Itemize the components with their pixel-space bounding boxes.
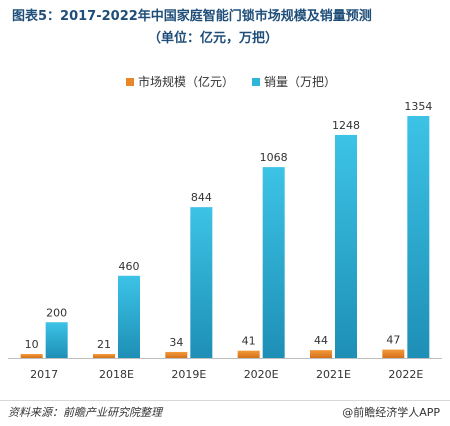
- title-line-2: （单位：亿元，万把）: [148, 31, 279, 46]
- legend-label-market: 市场规模（亿元）: [138, 75, 235, 89]
- bar-market-2019E: [165, 351, 188, 358]
- x-tick-2019E: 2019E: [171, 368, 206, 381]
- x-tick-2021E: 2021E: [316, 368, 351, 381]
- bar-sales-2017: [45, 322, 68, 358]
- label-sales-2017: 200: [46, 306, 67, 319]
- legend-item-market: 市场规模（亿元）: [126, 73, 234, 90]
- legend-item-sales: 销量（万把）: [252, 73, 336, 90]
- footer: 资料来源：前瞻产业研究院整理 @前瞻经济学人APP: [0, 400, 450, 421]
- label-sales-2020E: 1068: [260, 151, 288, 164]
- label-market-2020E: 41: [242, 335, 256, 348]
- bar-sales-2021E: [335, 134, 357, 358]
- x-tick-2017: 2017: [30, 368, 58, 381]
- label-sales-2018E: 460: [119, 260, 140, 273]
- label-sales-2021E: 1248: [332, 119, 360, 132]
- legend-label-sales: 销量（万把）: [264, 75, 337, 89]
- bar-market-2021E: [310, 350, 332, 358]
- legend-swatch-sales: [252, 77, 261, 86]
- bar-market-2017: [20, 354, 43, 358]
- bar-chart: 10 200 2017 21 460 2018E 34 844 2019E 41 1068 2020E…: [8, 100, 442, 381]
- legend-swatch-market: [126, 77, 134, 86]
- bar-sales-2018E: [118, 275, 140, 358]
- chart-title: 图表5：2017-2022年中国家庭智能门锁市场规模及销量预测 （单位：亿元，万…: [0, 6, 450, 50]
- bar-market-2020E: [237, 350, 260, 358]
- bar-sales-2022E: [407, 116, 430, 358]
- label-market-2022E: 47: [386, 334, 400, 347]
- label-market-2019E: 34: [169, 336, 183, 349]
- title-line-1: 图表5：2017-2022年中国家庭智能门锁市场规模及销量预测: [12, 9, 372, 24]
- source-note: 资料来源：前瞻产业研究院整理: [8, 406, 162, 419]
- bar-market-2022E: [382, 349, 405, 358]
- brand-credit: @前瞻经济学人APP: [342, 406, 440, 419]
- label-market-2021E: 44: [314, 334, 328, 347]
- x-tick-2020E: 2020E: [244, 368, 279, 381]
- bar-sales-2020E: [262, 167, 285, 358]
- legend: 市场规模（亿元） 销量（万把）: [126, 73, 336, 90]
- label-sales-2019E: 844: [191, 191, 212, 204]
- label-market-2017: 10: [25, 338, 39, 351]
- x-tick-2022E: 2022E: [388, 368, 423, 381]
- bar-sales-2019E: [190, 207, 213, 358]
- label-sales-2022E: 1354: [404, 100, 432, 113]
- x-tick-2018E: 2018E: [99, 368, 134, 381]
- bar-market-2018E: [93, 354, 115, 358]
- label-market-2018E: 21: [97, 338, 111, 351]
